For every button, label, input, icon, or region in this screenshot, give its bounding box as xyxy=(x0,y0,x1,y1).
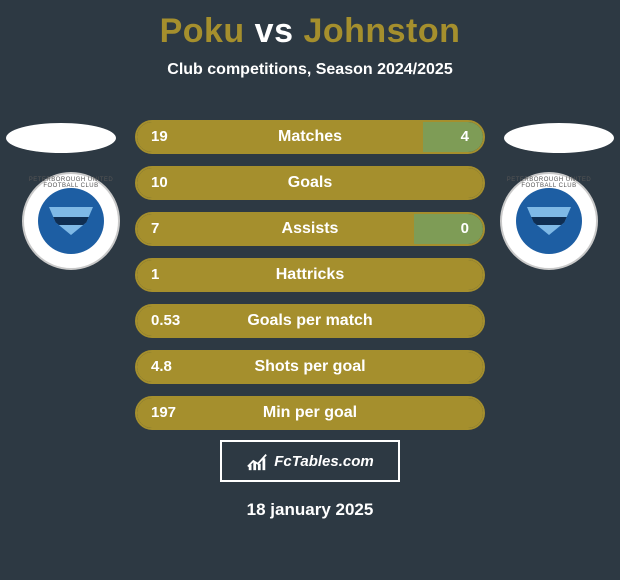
bar-label: Goals per match xyxy=(137,306,483,336)
crest-label-left: PETERBOROUGH UNITED FOOTBALL CLUB xyxy=(22,177,120,189)
player-ellipse-right xyxy=(504,123,614,153)
title-vs: vs xyxy=(255,12,294,50)
crest-label-right: PETERBOROUGH UNITED FOOTBALL CLUB xyxy=(500,177,598,189)
club-crest-right: PETERBOROUGH UNITED FOOTBALL CLUB xyxy=(500,172,598,270)
date-text: 18 january 2025 xyxy=(0,500,620,520)
player-ellipse-left xyxy=(6,123,116,153)
page-title: Poku vs Johnston xyxy=(0,0,620,51)
stat-bar: 194Matches xyxy=(135,120,485,154)
fctables-text: FcTables.com xyxy=(274,453,373,470)
bar-label: Min per goal xyxy=(137,398,483,428)
stat-bar: 0.53Goals per match xyxy=(135,304,485,338)
bar-label: Goals xyxy=(137,168,483,198)
stats-bars: 194Matches 10Goals 70Assists 1Hattricks 0.53… xyxy=(135,120,485,442)
bar-label: Matches xyxy=(137,122,483,152)
chart-icon xyxy=(246,450,268,472)
bar-label: Shots per goal xyxy=(137,352,483,382)
stat-bar: 1Hattricks xyxy=(135,258,485,292)
subtitle: Club competitions, Season 2024/2025 xyxy=(0,61,620,79)
stat-bar: 4.8Shots per goal xyxy=(135,350,485,384)
club-crest-left: PETERBOROUGH UNITED FOOTBALL CLUB xyxy=(22,172,120,270)
stat-bar: 197Min per goal xyxy=(135,396,485,430)
bar-label: Hattricks xyxy=(137,260,483,290)
title-right: Johnston xyxy=(303,12,460,50)
bar-label: Assists xyxy=(137,214,483,244)
stat-bar: 70Assists xyxy=(135,212,485,246)
stat-bar: 10Goals xyxy=(135,166,485,200)
title-left: Poku xyxy=(160,12,245,50)
fctables-badge: FcTables.com xyxy=(220,440,400,482)
